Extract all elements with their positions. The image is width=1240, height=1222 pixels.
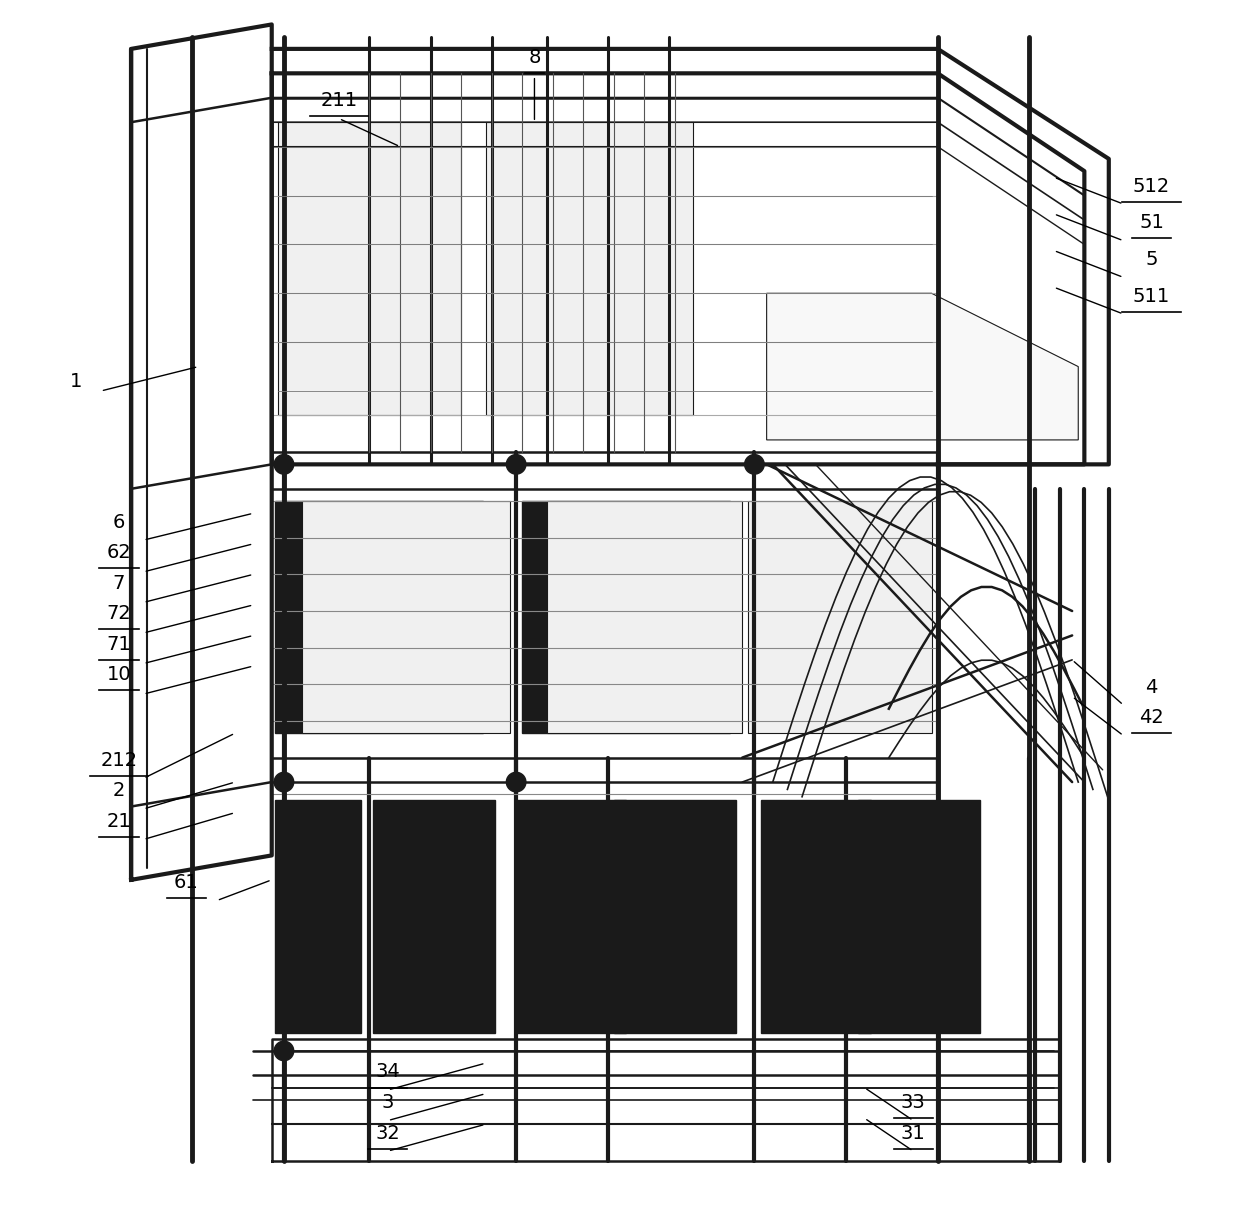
Circle shape [506, 772, 526, 792]
Polygon shape [766, 293, 1079, 440]
Text: 4: 4 [1146, 677, 1158, 697]
Text: 211: 211 [320, 90, 357, 110]
Bar [275, 501, 484, 733]
Circle shape [274, 455, 294, 474]
Text: 6: 6 [113, 512, 125, 532]
Text: 32: 32 [376, 1123, 401, 1143]
Bar [303, 501, 510, 733]
Text: 62: 62 [107, 543, 131, 562]
Bar [748, 501, 931, 733]
Text: 5: 5 [1146, 249, 1158, 269]
Text: 3: 3 [382, 1092, 394, 1112]
Text: 212: 212 [100, 750, 138, 770]
Circle shape [274, 772, 294, 792]
Circle shape [506, 455, 526, 474]
Text: 42: 42 [1140, 708, 1164, 727]
Text: 33: 33 [901, 1092, 925, 1112]
Text: 10: 10 [107, 665, 131, 684]
Text: 21: 21 [107, 811, 131, 831]
Text: 61: 61 [174, 873, 198, 892]
Text: 8: 8 [528, 48, 541, 67]
Bar [373, 800, 495, 1033]
Bar [522, 501, 730, 733]
Circle shape [745, 455, 764, 474]
Text: 2: 2 [113, 781, 125, 800]
Bar [547, 501, 743, 733]
Circle shape [274, 1041, 294, 1061]
Text: 511: 511 [1133, 286, 1171, 306]
Bar [760, 800, 870, 1033]
Bar [486, 122, 693, 415]
Text: 51: 51 [1140, 213, 1164, 232]
Bar [278, 122, 461, 415]
Bar [614, 800, 737, 1033]
Text: 72: 72 [107, 604, 131, 623]
Bar [858, 800, 981, 1033]
Text: 1: 1 [69, 371, 82, 391]
Text: 71: 71 [107, 634, 131, 654]
Text: 31: 31 [901, 1123, 925, 1143]
Text: 512: 512 [1133, 176, 1171, 196]
Bar [516, 800, 626, 1033]
Text: 34: 34 [376, 1062, 401, 1081]
Bar [275, 800, 361, 1033]
Text: 7: 7 [113, 573, 125, 593]
